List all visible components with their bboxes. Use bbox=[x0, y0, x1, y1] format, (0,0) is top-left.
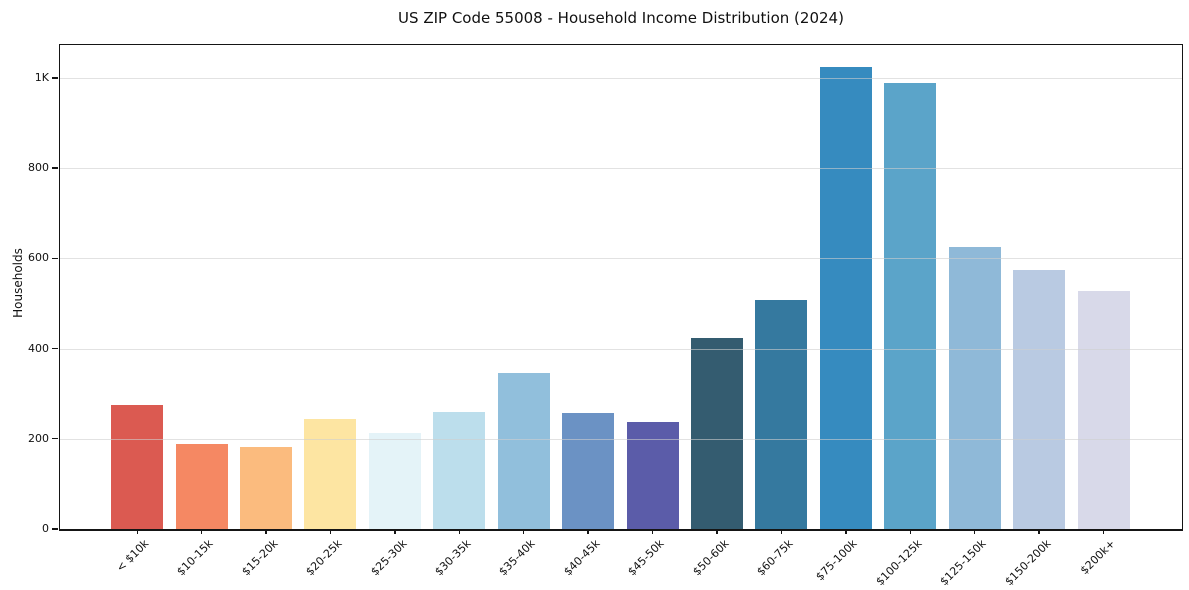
chart-title: US ZIP Code 55008 - Household Income Dis… bbox=[398, 9, 844, 27]
y-tick-label: 400 bbox=[28, 341, 49, 355]
x-tick-label: $40-45k bbox=[561, 537, 603, 579]
y-tick-label: 200 bbox=[28, 431, 49, 445]
x-tick-label: $60-75k bbox=[754, 537, 796, 579]
x-tick-label: $30-35k bbox=[432, 537, 474, 579]
x-tick-mark bbox=[458, 529, 460, 534]
x-tick-mark bbox=[1038, 529, 1040, 534]
x-tick-label: < $10k bbox=[113, 537, 152, 575]
bar bbox=[884, 82, 937, 529]
bar bbox=[1013, 270, 1066, 529]
bar bbox=[1077, 290, 1130, 529]
x-tick-label: $150-200k bbox=[1002, 537, 1054, 589]
x-tick-label: $35-40k bbox=[496, 537, 538, 579]
bar bbox=[175, 444, 228, 529]
x-tick-label: $20-25k bbox=[303, 537, 345, 579]
gridline bbox=[60, 77, 1182, 79]
x-tick-mark bbox=[973, 529, 976, 534]
bar bbox=[497, 372, 550, 529]
bar bbox=[755, 299, 808, 529]
y-tick-label: 1K bbox=[34, 70, 49, 84]
bar bbox=[304, 419, 357, 529]
y-tick-label: 0 bbox=[42, 522, 49, 535]
bar bbox=[819, 67, 872, 529]
x-tick-label: $125-150k bbox=[937, 537, 989, 589]
x-tick-label: $15-20k bbox=[238, 537, 281, 579]
y-tick-mark bbox=[52, 257, 58, 260]
y-tick-mark bbox=[52, 438, 58, 440]
x-tick-mark bbox=[651, 529, 654, 534]
x-tick-label: $25-30k bbox=[367, 537, 410, 579]
bar bbox=[368, 432, 421, 529]
gridline bbox=[60, 258, 1182, 260]
x-tick-label: $45-50k bbox=[625, 537, 667, 579]
gridline bbox=[60, 168, 1182, 170]
y-tick-label: 600 bbox=[28, 251, 49, 265]
x-tick-mark bbox=[136, 529, 138, 534]
x-tick-mark bbox=[394, 529, 396, 534]
x-tick-label: $100-125k bbox=[873, 537, 925, 589]
x-tick-label: $50-60k bbox=[689, 537, 732, 579]
x-tick-mark bbox=[329, 529, 332, 534]
y-tick-mark bbox=[52, 77, 58, 79]
x-tick-mark bbox=[845, 529, 847, 534]
bar bbox=[433, 411, 486, 529]
plot-area: 0 200 400 600 800 1K < $10k $10-15k $15-20k $20-2… bbox=[28, 44, 1183, 588]
y-tick-mark bbox=[52, 347, 58, 350]
gridline bbox=[60, 438, 1182, 440]
bar bbox=[626, 421, 679, 529]
gridline bbox=[60, 348, 1182, 350]
x-tick-mark bbox=[587, 529, 589, 534]
x-tick-mark bbox=[780, 529, 783, 534]
x-tick-mark bbox=[265, 529, 267, 534]
x-tick-mark bbox=[1102, 529, 1105, 534]
x-tick-label: $75-100k bbox=[813, 537, 861, 584]
x-tick-label: $10-15k bbox=[174, 537, 216, 579]
x-tick-mark bbox=[523, 529, 525, 534]
bar bbox=[690, 338, 743, 529]
x-tick-mark bbox=[200, 529, 203, 534]
y-tick-mark bbox=[52, 167, 58, 169]
y-tick-label: 800 bbox=[28, 161, 49, 175]
bar bbox=[240, 447, 293, 529]
x-tick-mark bbox=[909, 529, 911, 534]
bar bbox=[948, 246, 1001, 529]
bar bbox=[562, 412, 615, 529]
x-tick-mark bbox=[716, 529, 718, 534]
bar bbox=[111, 404, 164, 529]
x-tick-label: $200k+ bbox=[1077, 537, 1118, 578]
y-tick-mark bbox=[52, 528, 58, 530]
